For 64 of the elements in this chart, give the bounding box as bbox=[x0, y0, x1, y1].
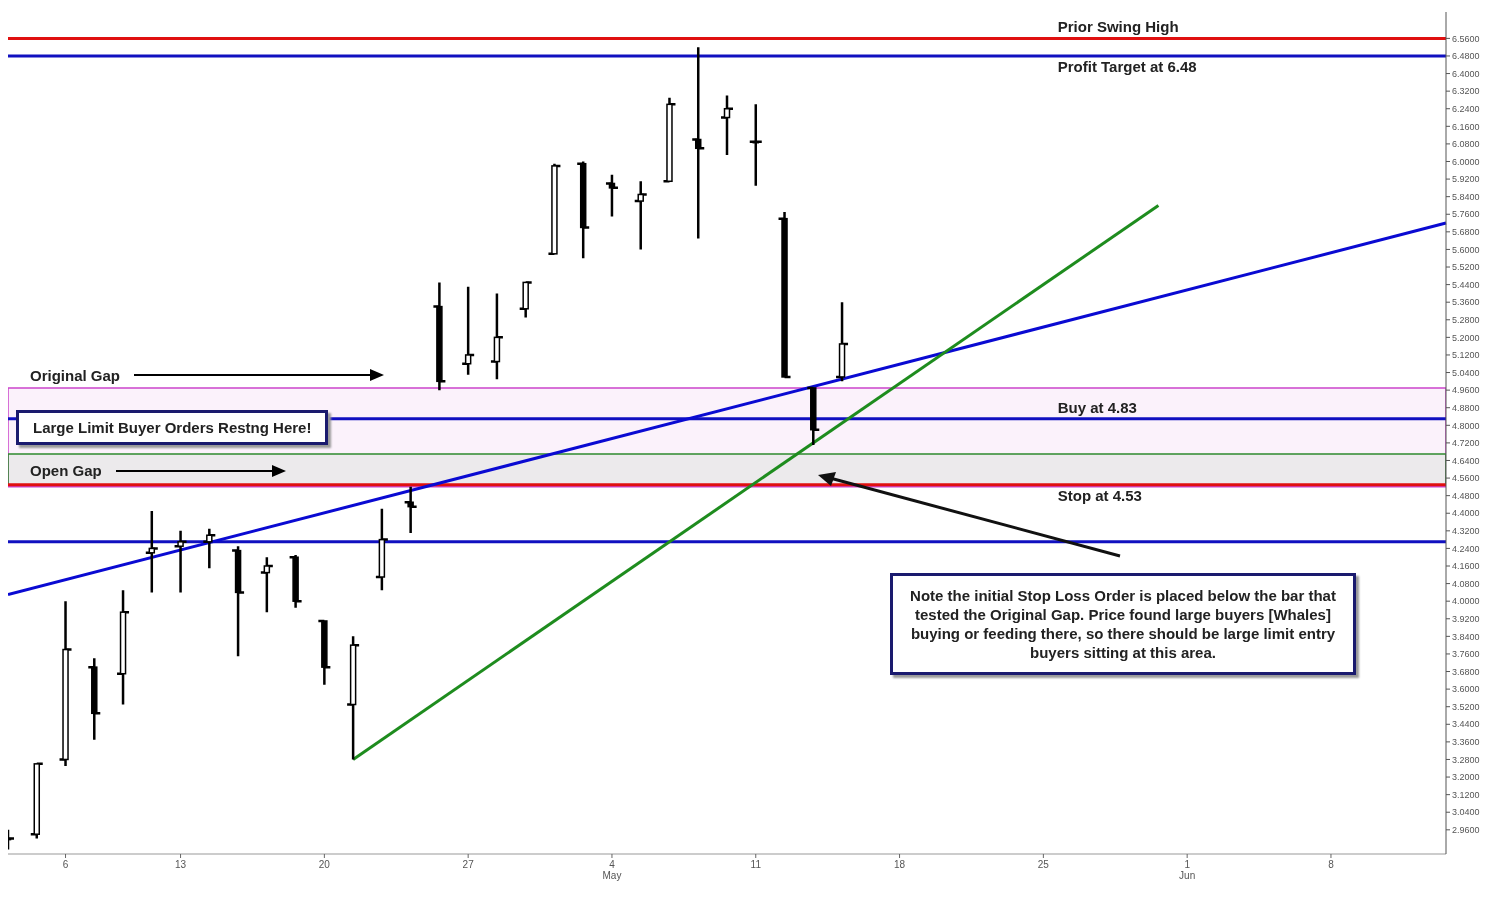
y-tick-label: 2.9600 bbox=[1452, 825, 1480, 836]
y-tick-label: 6.0000 bbox=[1452, 156, 1480, 167]
y-tick-label: 4.0000 bbox=[1452, 596, 1480, 607]
y-tick-label: 3.4400 bbox=[1452, 719, 1480, 730]
y-tick-label: 3.3600 bbox=[1452, 737, 1480, 748]
y-tick-label: 4.5600 bbox=[1452, 473, 1480, 484]
x-tick-label: 20 bbox=[318, 859, 331, 870]
y-tick-label: 4.2400 bbox=[1452, 543, 1480, 554]
y-tick-label: 4.9600 bbox=[1452, 385, 1480, 396]
y-tick-label: 3.0400 bbox=[1452, 807, 1480, 818]
y-tick-label: 4.6400 bbox=[1452, 455, 1480, 466]
y-tick-label: 4.4000 bbox=[1452, 508, 1480, 519]
x-tick-label: 25 bbox=[1037, 859, 1050, 870]
x-tick-label: 4 May bbox=[602, 859, 622, 881]
x-tick-label: 27 bbox=[462, 859, 475, 870]
ref-line-label: Prior Swing High bbox=[1057, 18, 1179, 36]
y-tick-label: 5.2000 bbox=[1452, 332, 1480, 343]
y-tick-label: 3.2000 bbox=[1452, 772, 1480, 783]
ref-line-label: Stop at 4.53 bbox=[1057, 486, 1142, 504]
x-tick-label: 13 bbox=[175, 859, 187, 870]
y-tick-label: 4.8800 bbox=[1452, 402, 1480, 413]
x-tick-label: 1 Jun bbox=[1179, 859, 1196, 881]
y-tick-label: 5.0400 bbox=[1452, 367, 1480, 378]
y-tick-label: 5.6800 bbox=[1452, 227, 1480, 238]
y-tick-label: 3.5200 bbox=[1452, 701, 1480, 712]
annotation: Note the initial Stop Loss Order is placed below the bar that tested the Original Gap. Price found large buyers [Whales] buying or feeding there, so there should be large limit entry buyers sitting at this area. bbox=[890, 573, 1356, 675]
y-tick-label: 5.7600 bbox=[1452, 209, 1480, 220]
band-label: Open Gap bbox=[30, 462, 102, 480]
y-tick-label: 5.8400 bbox=[1452, 191, 1480, 202]
y-tick-label: 5.2800 bbox=[1452, 314, 1480, 325]
y-tick-label: 5.1200 bbox=[1452, 350, 1480, 361]
y-tick-label: 3.2800 bbox=[1452, 754, 1480, 765]
y-tick-label: 5.9200 bbox=[1452, 174, 1480, 185]
y-tick-label: 4.0800 bbox=[1452, 578, 1480, 589]
y-tick-label: 6.5600 bbox=[1452, 33, 1480, 44]
x-tick-label: 18 bbox=[894, 859, 906, 870]
ref-line-label: Profit Target at 6.48 bbox=[1057, 57, 1197, 75]
y-tick-label: 3.7600 bbox=[1452, 649, 1480, 660]
y-tick-label: 4.1600 bbox=[1452, 561, 1480, 572]
y-tick-label: 4.3200 bbox=[1452, 526, 1480, 537]
y-tick-label: 6.1600 bbox=[1452, 121, 1480, 132]
y-tick-label: 5.5200 bbox=[1452, 262, 1480, 273]
y-tick-label: 3.9200 bbox=[1452, 613, 1480, 624]
annotation: Large Limit Buyer Orders Restng Here! bbox=[16, 410, 329, 445]
y-tick-label: 6.2400 bbox=[1452, 103, 1480, 114]
y-tick-label: 3.6000 bbox=[1452, 684, 1480, 695]
y-tick-label: 6.0800 bbox=[1452, 139, 1480, 150]
y-tick-label: 4.4800 bbox=[1452, 490, 1480, 501]
y-tick-label: 6.4800 bbox=[1452, 51, 1480, 62]
y-tick-label: 3.1200 bbox=[1452, 789, 1480, 800]
band-label: Original Gap bbox=[30, 366, 121, 384]
ref-line-label: Buy at 4.83 bbox=[1057, 398, 1137, 416]
y-tick-label: 6.3200 bbox=[1452, 86, 1480, 97]
y-tick-label: 4.8000 bbox=[1452, 420, 1480, 431]
x-tick-label: 6 bbox=[62, 859, 69, 870]
y-tick-label: 3.8400 bbox=[1452, 631, 1480, 642]
y-tick-label: 5.6000 bbox=[1452, 244, 1480, 255]
x-tick-label: 8 bbox=[1328, 859, 1335, 870]
y-tick-label: 6.4000 bbox=[1452, 68, 1480, 79]
y-tick-label: 4.7200 bbox=[1452, 438, 1480, 449]
y-tick-label: 5.3600 bbox=[1452, 297, 1480, 308]
y-tick-label: 5.4400 bbox=[1452, 279, 1480, 290]
x-tick-label: 11 bbox=[750, 859, 762, 870]
y-tick-label: 3.6800 bbox=[1452, 666, 1480, 677]
